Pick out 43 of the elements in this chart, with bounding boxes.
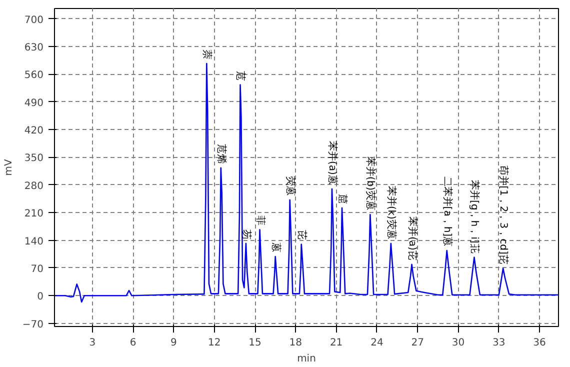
annotation: 苯并[g，h，i]苝 <box>468 180 481 254</box>
y-tick-label: 70 <box>30 264 44 275</box>
y-tick-label: 210 <box>24 208 44 220</box>
annotation: 菲 <box>254 216 266 226</box>
annotation: 苯并(a)芘 <box>406 216 418 260</box>
x-tick-label: 15 <box>248 338 262 348</box>
x-tick-label: 18 <box>289 338 302 348</box>
x-tick-label: 30 <box>452 338 465 348</box>
y-tick-label: 420 <box>24 126 44 137</box>
annotation: 萘 <box>201 49 214 60</box>
annotation: 苊 <box>234 70 247 81</box>
x-tick-label: 33 <box>492 338 506 348</box>
x-tick-label: 12 <box>208 338 221 348</box>
annotation: 芘 <box>296 230 308 240</box>
annotation: 苊烯 <box>215 144 228 164</box>
annotation: 蒽 <box>270 242 282 252</box>
x-tick-label: 3 <box>89 338 96 348</box>
x-tick-label: 27 <box>411 338 424 348</box>
y-tick-label: −70 <box>22 319 44 330</box>
annotation: 苯并(k)荧蒽 <box>385 186 398 240</box>
annotation: 二苯并[a，h]蒽 <box>441 176 454 247</box>
x-tick-label: 9 <box>170 338 177 348</box>
annotation: 荧蒽 <box>284 176 296 196</box>
y-tick-label: 280 <box>24 180 44 192</box>
y-axis-title: mV <box>3 159 14 176</box>
x-tick-label: 24 <box>370 338 384 348</box>
y-tick-label: 490 <box>24 98 44 109</box>
y-tick-label: 630 <box>24 42 44 54</box>
annotation: 䓛 <box>336 194 348 204</box>
y-tick-label: 350 <box>24 153 44 164</box>
annotation: 芴 <box>240 229 252 240</box>
annotation: 茚并[1，2，3，cd]芘 <box>498 166 510 264</box>
annotation: 苯并(a)蒽 <box>326 140 338 185</box>
y-tick-label: 700 <box>24 14 44 26</box>
y-tick-label: 0 <box>37 292 44 303</box>
line-series <box>54 62 558 303</box>
x-axis-title: min <box>297 354 316 364</box>
x-tick-label: 6 <box>130 338 136 348</box>
y-tick-label: 140 <box>24 236 44 248</box>
annotation: 苯并(b)荧蒽 <box>364 156 377 211</box>
x-tick-label: 21 <box>330 338 343 348</box>
y-tick-label: 560 <box>24 70 44 82</box>
x-tick-label: 36 <box>533 338 546 348</box>
